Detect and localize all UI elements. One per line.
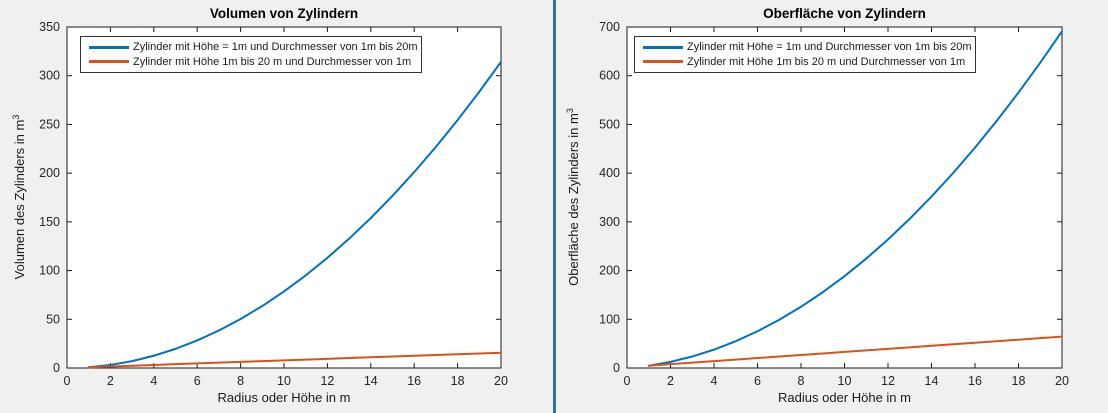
- legend-entry: Zylinder mit Höhe = 1m und Durchmesser v…: [635, 40, 975, 55]
- x-tick-label: 16: [407, 374, 421, 388]
- x-tick-label: 12: [881, 374, 895, 388]
- x-tick-label: 18: [1012, 374, 1026, 388]
- x-tick-label: 14: [364, 374, 378, 388]
- x-tick-label: 6: [754, 374, 761, 388]
- series-line-orange: [87, 351, 502, 369]
- y-axis-label-text: Volumen des Zylinders in m: [12, 119, 28, 280]
- plot-title: Oberfläche von Zylindern: [763, 6, 926, 21]
- volumen-plot-panel: 0 2 4 6 8 10 12 14 16 18 20 0 50 100 150 200 250 300 350 V…: [11, 6, 508, 405]
- y-tick-label: 200: [599, 264, 620, 278]
- legend-entry: Zylinder mit Höhe 1m bis 20 m und Durchm…: [635, 55, 975, 70]
- blue-line-swatch: [89, 45, 129, 49]
- y-tick-label: 400: [599, 166, 620, 180]
- y-tick-label: 150: [39, 215, 60, 229]
- x-tick-label: 16: [968, 374, 982, 388]
- x-axis-label: Radius oder Höhe in m: [217, 390, 351, 405]
- legend-box: Zylinder mit Höhe = 1m und Durchmesser v…: [80, 36, 422, 73]
- legend-entry-label: Zylinder mit Höhe = 1m und Durchmesser v…: [133, 41, 418, 54]
- y-tick-label: 300: [599, 215, 620, 229]
- x-tick-label: 6: [194, 374, 201, 388]
- orange-line-swatch: [643, 60, 683, 64]
- y-tick-label: 100: [599, 312, 620, 326]
- y-axis-label-sup: 3: [564, 108, 575, 114]
- y-axis-label-text: Oberfläche des Zylinders in m: [566, 113, 582, 286]
- legend-entry-label: Zylinder mit Höhe 1m bis 20 m und Durchm…: [133, 55, 412, 68]
- y-tick-label: 700: [599, 20, 620, 34]
- x-axis-label: Radius oder Höhe in m: [778, 390, 911, 405]
- y-tick-label: 200: [39, 166, 60, 180]
- x-tick-label: 10: [838, 374, 852, 388]
- y-tick-label: 0: [53, 361, 60, 375]
- x-tick-label: 8: [798, 374, 805, 388]
- window-divider: [553, 0, 556, 413]
- legend-entry: Zylinder mit Höhe 1m bis 20 m und Durchm…: [81, 55, 421, 70]
- series-line-blue: [87, 60, 502, 369]
- y-tick-label: 100: [39, 264, 60, 278]
- y-tick-label: 250: [39, 117, 60, 131]
- plot-title: Volumen von Zylindern: [209, 6, 359, 21]
- x-tick-label: 20: [1055, 374, 1069, 388]
- y-tick-label: 50: [46, 312, 60, 326]
- plot-area: [66, 26, 502, 369]
- x-tick-label: 18: [451, 374, 465, 388]
- x-tick-label: 0: [624, 374, 631, 388]
- y-tick-label: 300: [39, 69, 60, 83]
- legend-entry-label: Zylinder mit Höhe 1m bis 20 m und Durchm…: [687, 55, 966, 68]
- y-tick-label: 500: [599, 117, 620, 131]
- y-tick-label: 0: [613, 361, 620, 375]
- legend-box: Zylinder mit Höhe = 1m und Durchmesser v…: [634, 36, 976, 73]
- y-axis-label: Oberfläche des Zylinders in m3: [565, 108, 581, 286]
- series-line-blue: [647, 30, 1063, 367]
- y-axis-label-sup: 3: [10, 114, 21, 120]
- x-tick-label: 12: [320, 374, 334, 388]
- x-tick-label: 14: [925, 374, 939, 388]
- series-line-orange: [647, 335, 1063, 367]
- blue-line-swatch: [643, 45, 683, 49]
- x-tick-label: 2: [667, 374, 674, 388]
- x-tick-label: 10: [277, 374, 291, 388]
- y-tick-label: 350: [39, 20, 60, 34]
- oberflaeche-plot-panel: 0 2 4 6 8 10 12 14 16 18 20 0 100 200 300 400 500 600 700 …: [554, 0, 1108, 413]
- x-tick-label: 20: [494, 374, 508, 388]
- x-tick-label: 4: [150, 374, 157, 388]
- legend-entry: Zylinder mit Höhe = 1m und Durchmesser v…: [81, 40, 421, 55]
- y-tick-label: 600: [599, 69, 620, 83]
- y-axis-label: Volumen des Zylinders in m3: [11, 115, 27, 280]
- x-tick-label: 0: [64, 374, 71, 388]
- plot-area: [626, 26, 1063, 369]
- x-tick-label: 2: [107, 374, 114, 388]
- x-tick-label: 4: [711, 374, 718, 388]
- orange-line-swatch: [89, 60, 129, 64]
- x-tick-label: 8: [237, 374, 244, 388]
- legend-entry-label: Zylinder mit Höhe = 1m und Durchmesser v…: [687, 41, 972, 54]
